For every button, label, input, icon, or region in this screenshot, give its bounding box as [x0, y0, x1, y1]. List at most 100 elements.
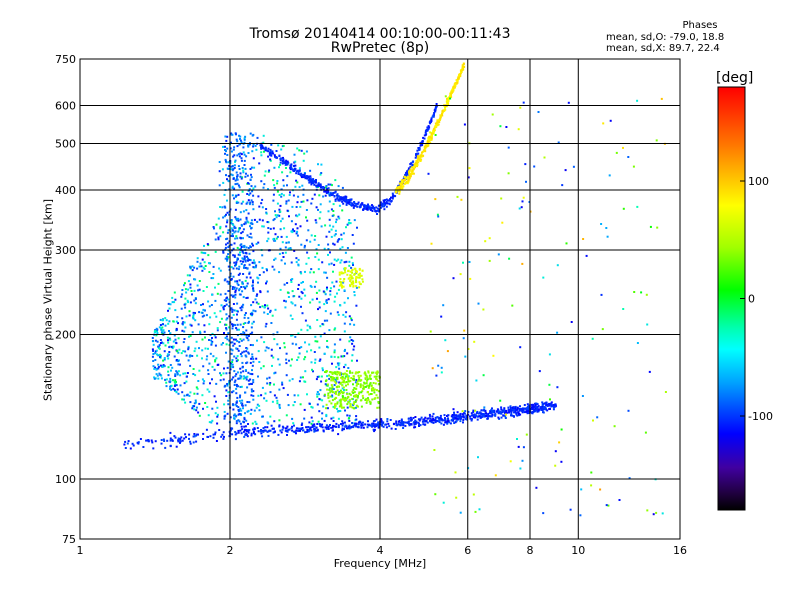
- data-point: [284, 161, 287, 164]
- data-point: [605, 504, 608, 507]
- data-point: [337, 364, 340, 367]
- data-point: [223, 403, 226, 406]
- data-point: [124, 447, 127, 449]
- data-point: [434, 421, 437, 424]
- data-point: [199, 262, 202, 265]
- data-point: [310, 202, 313, 205]
- data-point: [242, 377, 245, 380]
- data-point: [349, 426, 352, 429]
- data-point: [441, 112, 443, 115]
- data-point: [278, 388, 281, 391]
- data-point: [338, 238, 341, 241]
- data-point: [235, 392, 238, 395]
- data-point: [580, 488, 583, 491]
- data-point: [406, 176, 409, 179]
- data-point: [296, 234, 299, 237]
- data-point: [242, 260, 244, 263]
- data-point: [241, 306, 244, 309]
- data-point: [401, 420, 403, 423]
- data-point: [353, 267, 356, 270]
- data-point: [552, 404, 555, 406]
- data-point: [369, 401, 372, 404]
- data-point: [158, 372, 161, 375]
- data-point: [231, 165, 234, 168]
- data-point: [336, 378, 339, 381]
- data-point: [264, 325, 267, 328]
- data-point: [368, 384, 371, 387]
- data-point: [323, 393, 326, 396]
- data-point: [335, 194, 338, 197]
- data-point: [223, 193, 226, 196]
- data-point: [310, 234, 313, 237]
- data-point: [270, 322, 273, 324]
- data-point: [327, 210, 330, 213]
- data-point: [191, 269, 194, 272]
- data-point: [504, 417, 507, 419]
- data-point: [217, 217, 220, 220]
- data-point: [224, 135, 227, 138]
- data-point: [252, 430, 255, 433]
- data-point: [175, 370, 178, 373]
- data-point: [443, 414, 446, 417]
- data-point: [230, 352, 233, 355]
- data-point: [247, 152, 250, 154]
- data-point: [541, 405, 544, 408]
- data-point: [395, 422, 398, 425]
- data-point: [196, 387, 199, 390]
- data-point: [592, 419, 594, 422]
- data-point: [252, 157, 255, 160]
- data-point: [447, 418, 450, 421]
- data-point: [247, 352, 250, 355]
- data-point: [430, 242, 433, 245]
- data-point: [652, 513, 655, 516]
- data-point: [329, 387, 332, 390]
- data-point: [319, 335, 322, 338]
- data-point: [240, 202, 243, 205]
- data-point: [214, 359, 217, 362]
- data-point: [343, 366, 346, 369]
- data-point: [230, 219, 233, 221]
- data-point: [187, 348, 190, 351]
- data-point: [177, 437, 180, 440]
- data-point: [329, 290, 332, 293]
- data-point: [232, 223, 235, 226]
- data-point: [234, 226, 237, 229]
- data-point: [305, 239, 308, 242]
- data-point: [154, 366, 156, 369]
- data-point: [247, 409, 250, 412]
- data-point: [157, 366, 160, 368]
- data-point: [488, 259, 491, 262]
- data-point: [169, 364, 172, 366]
- data-point: [217, 282, 220, 285]
- data-point: [499, 411, 502, 414]
- data-point: [430, 421, 433, 424]
- data-point: [352, 348, 355, 351]
- data-point: [367, 370, 370, 373]
- data-point: [606, 235, 609, 238]
- data-point: [241, 250, 244, 253]
- data-point: [240, 141, 243, 144]
- data-point: [269, 391, 272, 394]
- data-point: [271, 314, 274, 317]
- data-point: [330, 377, 333, 380]
- data-point: [315, 280, 318, 283]
- data-point: [243, 223, 246, 226]
- data-point: [164, 317, 167, 320]
- data-point: [196, 284, 199, 287]
- data-point: [646, 323, 649, 326]
- data-point: [372, 387, 375, 390]
- data-point: [237, 201, 240, 204]
- data-point: [250, 185, 253, 188]
- data-point: [265, 346, 268, 349]
- data-point: [476, 418, 479, 421]
- data-point: [211, 407, 214, 410]
- data-point: [348, 276, 351, 279]
- data-point: [219, 206, 222, 208]
- data-point: [338, 273, 341, 276]
- data-point: [339, 410, 342, 412]
- data-point: [218, 184, 221, 187]
- data-point: [231, 288, 234, 290]
- data-point: [222, 431, 225, 434]
- data-point: [321, 417, 323, 420]
- data-point: [344, 363, 347, 366]
